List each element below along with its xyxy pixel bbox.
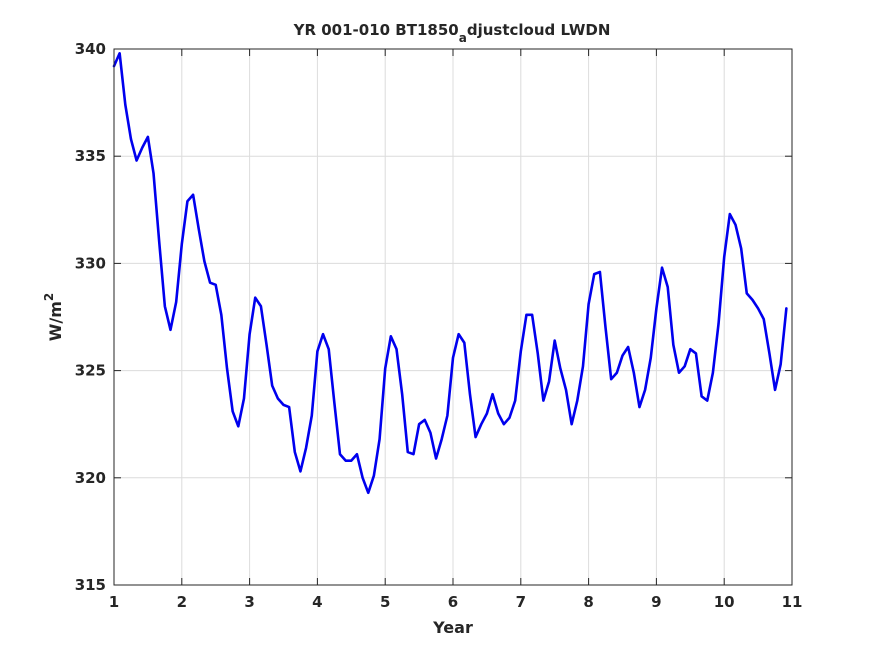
x-tick-labels: 1 2 3 4 5 6 7 8 9 10 11 [109, 593, 803, 611]
x-axis-label: Year [432, 618, 473, 637]
y-tick-label: 315 [75, 576, 106, 594]
chart-title-subscript: a [459, 31, 467, 45]
ticks-layer [113, 48, 793, 586]
x-tick-label: 5 [380, 593, 390, 611]
chart-title: YR 001-010 BT1850adjustcloud LWDN [293, 21, 611, 45]
series-layer [112, 51, 788, 495]
x-tick-label: 4 [312, 593, 322, 611]
y-axis-label-superscript: 2 [42, 293, 56, 301]
y-tick-label: 320 [75, 469, 106, 487]
grid-layer [113, 48, 793, 586]
y-tick-labels: 315 320 325 330 335 340 [75, 40, 106, 594]
x-tick-label: 2 [177, 593, 187, 611]
x-tick-label: 11 [782, 593, 803, 611]
chart-title-rest: djustcloud LWDN [467, 21, 611, 39]
x-tick-label: 7 [516, 593, 526, 611]
x-tick-label: 6 [448, 593, 458, 611]
series-line [112, 51, 788, 495]
x-tick-label: 3 [244, 593, 254, 611]
chart-title-main: YR 001-010 BT1850 [293, 21, 459, 39]
y-tick-label: 340 [75, 40, 106, 58]
x-tick-label: 1 [109, 593, 119, 611]
y-tick-label: 335 [75, 147, 106, 165]
x-tick-label: 8 [583, 593, 593, 611]
y-axis-label: W/m2 [42, 293, 65, 342]
y-tick-label: 325 [75, 362, 106, 380]
x-tick-label: 9 [651, 593, 661, 611]
y-axis-label-base: W/m [46, 301, 65, 341]
y-tick-label: 330 [75, 254, 106, 272]
x-tick-label: 10 [714, 593, 735, 611]
